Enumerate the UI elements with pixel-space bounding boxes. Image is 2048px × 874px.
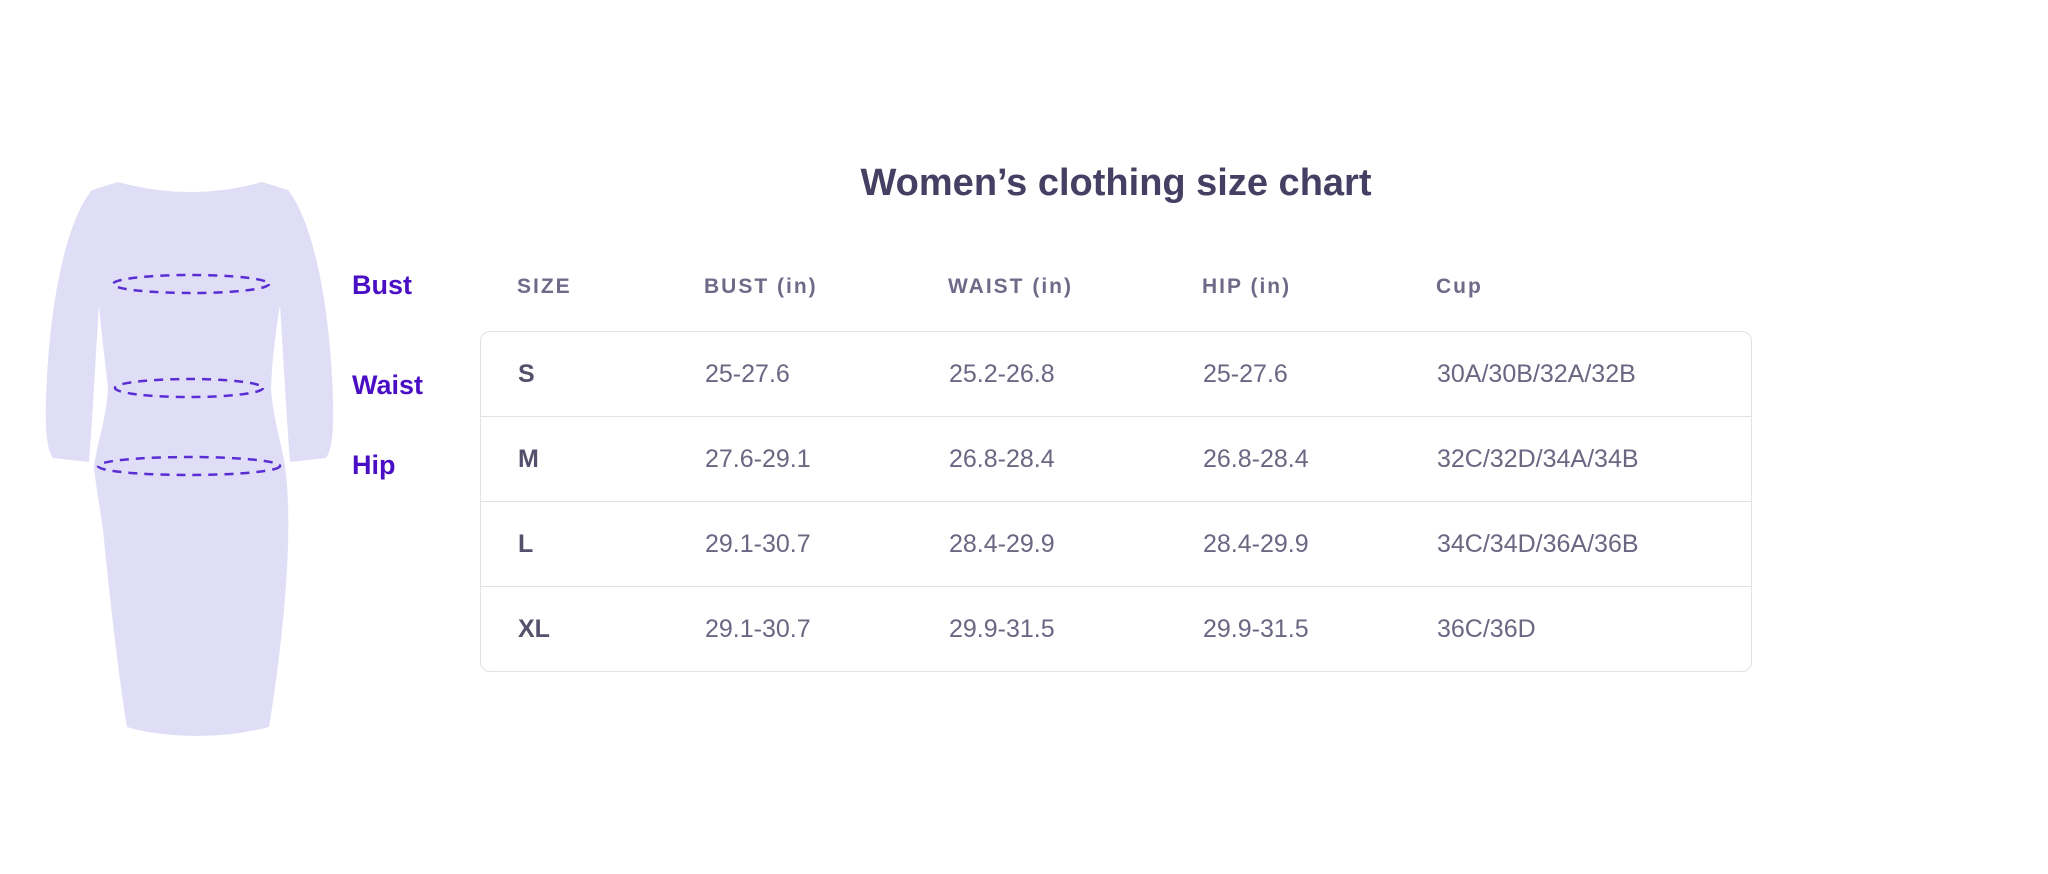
hip-label: Hip — [352, 450, 396, 480]
value-cell: 25-27.6 — [1203, 359, 1288, 388]
value-cell: 28.4-29.9 — [1203, 529, 1309, 558]
page-title: Women’s clothing size chart — [860, 162, 1372, 204]
value-cell: 32C/32D/34A/34B — [1437, 444, 1639, 473]
size-cell: M — [518, 444, 539, 473]
value-cell: 29.9-31.5 — [1203, 615, 1309, 643]
value-cell: 28.4-29.9 — [949, 529, 1055, 558]
dress-silhouette — [45, 182, 334, 736]
size-chart-table: S 25-27.6 25.2-26.8 25-27.6 30A/30B/32A/32B M… — [480, 331, 1752, 672]
value-cell: 29.9-31.5 — [949, 615, 1055, 643]
value-cell: 30A/30B/32A/32B — [1437, 359, 1636, 388]
table-row: XL 29.1-30.7 29.9-31.5 29.9-31.5 36C/36D — [481, 587, 1751, 672]
value-cell: 29.1-30.7 — [705, 529, 811, 558]
column-header: SIZE — [517, 275, 572, 298]
waist-ellipse — [113, 377, 265, 399]
table-row: L 29.1-30.7 28.4-29.9 28.4-29.9 34C/34D/36A/… — [481, 502, 1751, 587]
value-cell: 34C/34D/36A/36B — [1437, 529, 1639, 558]
column-header: Cup — [1436, 275, 1483, 298]
value-cell: 25.2-26.8 — [949, 359, 1055, 388]
value-cell: 26.8-28.4 — [1203, 444, 1309, 473]
value-cell: 26.8-28.4 — [949, 444, 1055, 473]
size-cell: S — [518, 359, 535, 388]
value-cell: 36C/36D — [1437, 615, 1536, 643]
dress-illustration — [45, 182, 334, 736]
column-header: HIP (in) — [1202, 275, 1292, 298]
table-row: M 27.6-29.1 26.8-28.4 26.8-28.4 32C/32D/34A/… — [481, 417, 1751, 502]
table-row: S 25-27.6 25.2-26.8 25-27.6 30A/30B/32A/32B — [481, 332, 1751, 417]
value-cell: 25-27.6 — [705, 359, 790, 388]
hip-ellipse — [96, 455, 282, 477]
size-cell: XL — [518, 615, 550, 643]
bust-ellipse — [111, 273, 271, 295]
value-cell: 29.1-30.7 — [705, 615, 811, 643]
value-cell: 27.6-29.1 — [705, 444, 811, 473]
waist-label: Waist — [352, 370, 424, 400]
table-header-row: SIZE BUST (in) WAIST (in) HIP (in) Cup — [480, 272, 1752, 302]
column-header: BUST (in) — [704, 275, 818, 298]
size-cell: L — [518, 529, 534, 558]
column-header: WAIST (in) — [948, 275, 1073, 298]
bust-label: Bust — [352, 270, 412, 300]
